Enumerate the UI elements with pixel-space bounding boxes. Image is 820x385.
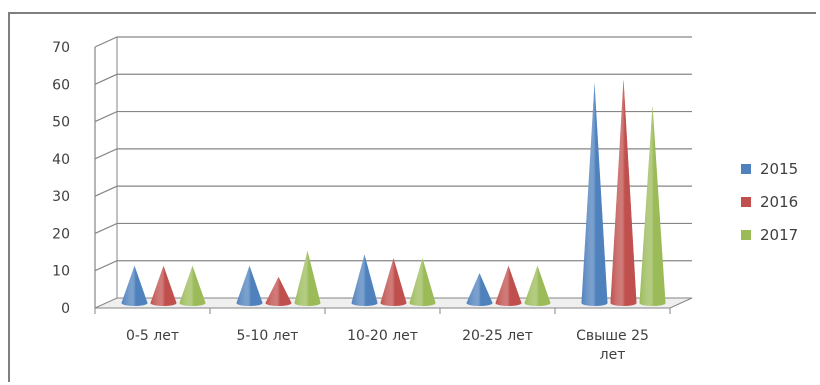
x-axis-ticks: 0-5 лет 5-10 лет 10-20 лет 20-25 лет Свыше 2… <box>94 308 671 363</box>
legend-swatch-2015 <box>741 164 751 174</box>
legend-label: 2015 <box>760 160 798 178</box>
legend-swatch-2017 <box>741 230 751 240</box>
cone-highlight <box>466 273 493 306</box>
cone-highlight <box>265 276 292 306</box>
x-tick-label: 5-10 лет <box>237 328 299 344</box>
y-tick-label: 30 <box>52 189 70 205</box>
legend: 2015 2016 2017 <box>741 160 798 244</box>
x-tick-label: 0-5 лет <box>126 328 179 344</box>
y-tick-label: 70 <box>52 40 70 56</box>
x-tick-label: 10-20 лет <box>347 328 418 344</box>
y-tick-label: 0 <box>61 301 70 317</box>
x-tick-label: 20-25 лет <box>462 328 533 344</box>
cone-highlight <box>380 258 407 306</box>
gridline <box>94 36 692 48</box>
cone-highlight <box>121 265 148 306</box>
y-tick-label: 40 <box>52 152 70 168</box>
cone-highlight <box>179 265 206 306</box>
cone-highlight <box>524 265 551 306</box>
gridlines <box>94 36 692 308</box>
legend-swatch-2016 <box>741 197 751 207</box>
gridline <box>94 260 692 272</box>
gridline <box>94 185 692 197</box>
cone-highlight <box>639 105 666 306</box>
legend-label: 2017 <box>760 226 798 244</box>
cone-highlight <box>150 265 177 306</box>
y-axis-ticks: 0 10 20 30 40 50 60 70 <box>52 40 70 317</box>
gridline <box>94 222 692 234</box>
legend-label: 2016 <box>760 193 798 211</box>
y-tick-label: 50 <box>52 115 70 131</box>
x-tick-label: Свыше 25 лет <box>576 328 649 363</box>
cone-highlight <box>236 265 263 306</box>
cone-marks <box>121 79 666 307</box>
cone-highlight <box>610 79 637 307</box>
y-tick-label: 10 <box>52 264 70 280</box>
y-tick-label: 20 <box>52 226 70 242</box>
cone-highlight <box>351 254 378 306</box>
cone-highlight <box>581 83 608 306</box>
gridline <box>94 73 692 85</box>
gridline <box>94 110 692 123</box>
cone-highlight <box>409 258 436 306</box>
cone-highlight <box>495 265 522 306</box>
chart-frame <box>8 12 816 382</box>
y-tick-label: 60 <box>52 77 70 93</box>
gridline <box>94 148 692 160</box>
cone-highlight <box>294 250 321 306</box>
